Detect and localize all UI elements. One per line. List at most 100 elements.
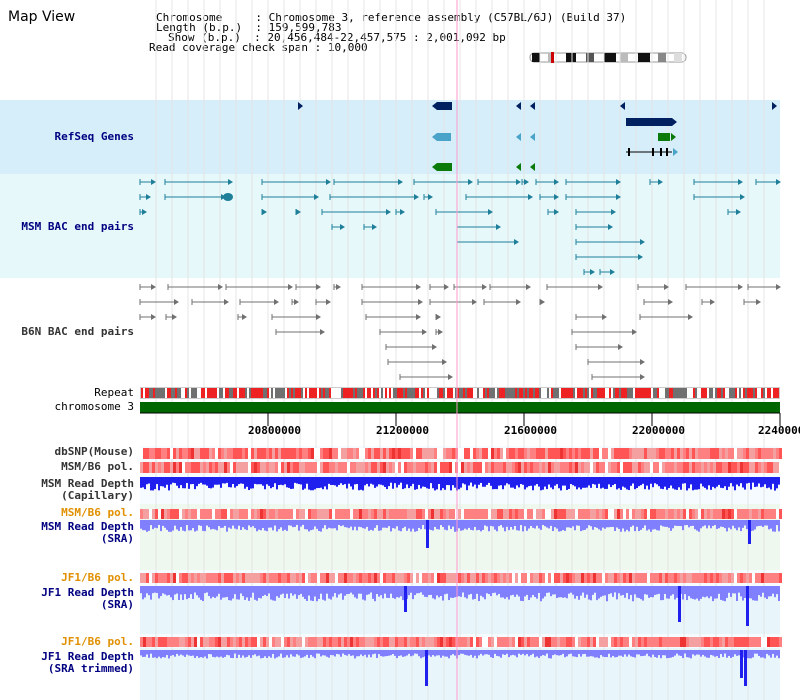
- depth-bar: [202, 477, 204, 485]
- heat-cell: [257, 573, 260, 583]
- heat-cell: [560, 637, 563, 647]
- heat-cell: [338, 573, 341, 583]
- heat-cell: [443, 637, 446, 647]
- repeat-element: [765, 388, 767, 398]
- depth-bar: [374, 586, 376, 602]
- depth-bar: [482, 586, 484, 598]
- depth-tracks: [140, 477, 780, 686]
- depth-bar: [236, 477, 238, 487]
- repeat-element: [583, 388, 585, 398]
- repeat-element: [499, 388, 501, 398]
- depth-bar: [500, 477, 502, 486]
- track-label-msm-pol[interactable]: MSM/B6 pol.: [61, 460, 134, 473]
- repeat-element: [421, 388, 423, 398]
- heat-cell: [761, 637, 764, 647]
- depth-bar: [682, 520, 684, 531]
- heat-cell: [161, 448, 164, 459]
- depth-bar: [686, 520, 688, 526]
- depth-bar: [420, 520, 422, 530]
- repeat-element: [217, 388, 219, 398]
- heat-cell: [509, 509, 512, 519]
- heat-cell: [731, 509, 734, 519]
- track-label-jf1-depth-trim[interactable]: JF1 Read Depth (SRA trimmed): [0, 651, 134, 675]
- track-label-refseq[interactable]: RefSeq Genes: [54, 130, 134, 143]
- track-label-jf1-pol[interactable]: JF1/B6 pol.: [61, 571, 134, 584]
- depth-bar: [602, 520, 604, 528]
- repeat-element: [771, 388, 773, 398]
- bac-end-right: [776, 179, 781, 185]
- heat-cell: [635, 637, 638, 647]
- depth-spike: [748, 520, 751, 544]
- track-label-msm-pol-2[interactable]: MSM/B6 pol.: [61, 506, 134, 519]
- heat-cell: [287, 573, 290, 583]
- heat-cell: [290, 448, 293, 459]
- heat-cell: [671, 509, 674, 519]
- gene-arrow: [620, 102, 625, 110]
- depth-bar: [316, 520, 318, 529]
- depth-bar: [560, 477, 562, 491]
- heat-cell: [239, 462, 242, 473]
- bac-end-right: [316, 284, 321, 290]
- depth-bar: [422, 477, 424, 487]
- heat-cell: [725, 448, 728, 459]
- depth-bar: [506, 520, 508, 527]
- depth-bar: [508, 520, 510, 531]
- heat-cell: [560, 462, 563, 473]
- track-label-dbsnp[interactable]: dbSNP(Mouse): [54, 445, 134, 458]
- heat-cell: [155, 448, 158, 459]
- repeat-element: [455, 388, 457, 398]
- depth-bar: [592, 520, 594, 530]
- chromosome-ideogram[interactable]: [528, 52, 690, 64]
- depth-bar: [722, 650, 724, 657]
- depth-bar: [768, 650, 770, 656]
- heat-cell: [539, 448, 542, 459]
- depth-bar: [650, 586, 652, 598]
- heat-cell: [596, 509, 599, 519]
- repeat-element: [675, 388, 677, 398]
- depth-bar: [530, 520, 532, 527]
- repeat-element: [537, 388, 539, 398]
- depth-bar: [410, 477, 412, 487]
- heat-cell: [374, 462, 377, 473]
- depth-bar: [278, 650, 280, 657]
- repeat-element: [571, 388, 573, 398]
- heat-cell: [581, 462, 584, 473]
- depth-bar: [272, 650, 274, 654]
- depth-bar: [320, 520, 322, 532]
- track-label-msm-bac[interactable]: MSM BAC end pairs: [21, 220, 134, 233]
- heat-cell: [644, 509, 647, 519]
- depth-bar: [272, 586, 274, 601]
- heat-cell: [254, 462, 257, 473]
- heat-cell: [560, 448, 563, 459]
- repeat-element: [251, 388, 253, 398]
- depth-bar: [486, 650, 488, 655]
- heat-cell: [428, 637, 431, 647]
- track-label-msm-depth-sra[interactable]: MSM Read Depth (SRA): [0, 521, 134, 545]
- depth-bar: [680, 650, 682, 656]
- heat-cell: [161, 509, 164, 519]
- heat-cell: [770, 448, 773, 459]
- depth-bar: [734, 650, 736, 655]
- heat-cell: [248, 462, 251, 473]
- track-label-jf1-depth-sra[interactable]: JF1 Read Depth (SRA): [0, 587, 134, 611]
- depth-bar: [498, 586, 500, 594]
- depth-bar: [350, 520, 352, 527]
- depth-bar: [412, 477, 414, 484]
- heat-cell: [206, 462, 209, 473]
- depth-bar: [574, 520, 576, 531]
- heat-cell: [557, 637, 560, 647]
- track-label-jf1-pol-2[interactable]: JF1/B6 pol.: [61, 635, 134, 648]
- track-label-msm-depth-cap[interactable]: MSM Read Depth (Capillary): [0, 478, 134, 502]
- depth-bar: [338, 520, 340, 525]
- heat-cell: [422, 448, 425, 459]
- depth-bar: [318, 477, 320, 489]
- track-label-b6n-bac[interactable]: B6N BAC end pairs: [21, 325, 134, 338]
- repeat-element: [283, 388, 285, 398]
- bac-end-right: [472, 299, 477, 305]
- heat-cell: [176, 448, 179, 459]
- depth-bar: [704, 477, 706, 488]
- depth-bar: [614, 650, 616, 658]
- heat-cell: [512, 448, 515, 459]
- depth-bar: [388, 586, 390, 599]
